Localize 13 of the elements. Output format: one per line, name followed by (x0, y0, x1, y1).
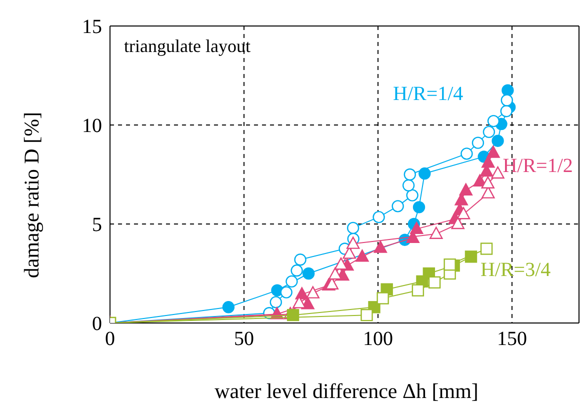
x-axis-title: water level difference Δh [mm] (214, 379, 480, 403)
y-tick-label: 5 (92, 214, 102, 236)
annotation: triangulate layout (124, 36, 250, 57)
y-axis-title: damage ratio D [%] (20, 111, 44, 278)
x-tick-label: 50 (234, 328, 254, 350)
x-tick-label: 150 (497, 328, 527, 350)
y-tick-label: 15 (82, 16, 102, 38)
y-tick-label: 10 (82, 115, 102, 138)
series-label: H/R=3/4 (480, 259, 551, 282)
x-tick-label: 100 (363, 328, 393, 350)
series-label: H/R=1/4 (393, 82, 464, 105)
y-tick-label: 0 (92, 313, 102, 336)
series-label: H/R=1/2 (502, 155, 573, 178)
